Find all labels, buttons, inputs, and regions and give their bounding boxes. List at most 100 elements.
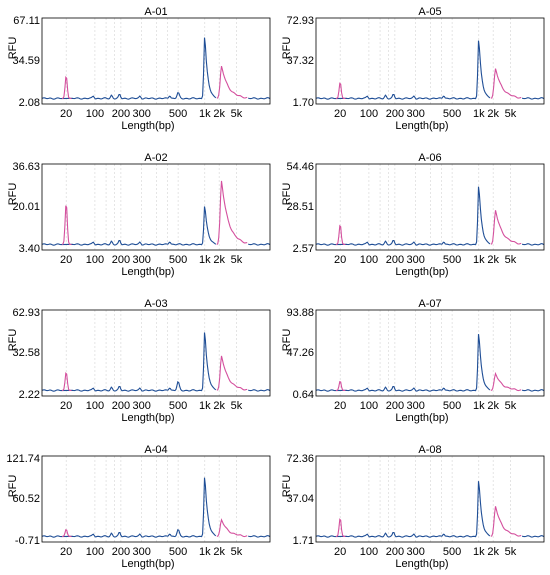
sample-trace-tail [521, 535, 545, 538]
y-axis-label: RFU [281, 329, 293, 352]
x-tick-label: 1k [199, 108, 211, 120]
x-tick-label: 500 [443, 254, 461, 266]
x-tick-label: 300 [132, 546, 150, 558]
x-tick-label: 5k [505, 254, 517, 266]
x-tick-label: 200 [112, 546, 130, 558]
chart-panel-a-07: A-07 RFU 93.88 47.26 0.64 20 100 200 300 500 1k 2k 5… [281, 298, 545, 424]
sample-trace-tail [521, 243, 545, 246]
y-tick-label: 47.26 [286, 347, 314, 359]
x-tick-label: 5k [231, 546, 243, 558]
x-tick-label: 100 [86, 546, 104, 558]
plot-frame [315, 455, 545, 543]
x-tick-label: 100 [360, 400, 378, 412]
lower-marker-peak [62, 529, 72, 537]
y-tick-label: 72.93 [286, 15, 314, 27]
x-tick-label: 300 [406, 108, 424, 120]
x-tick-label: 200 [112, 108, 130, 120]
y-tick-label: 2.08 [19, 97, 40, 109]
x-tick-label: 2k [487, 108, 499, 120]
chart-panel-a-03: A-03 RFU 62.93 32.58 2.22 20 100 200 300 500 1k 2k 5… [7, 298, 271, 424]
x-tick-label: 20 [60, 254, 72, 266]
sample-trace-tail [248, 243, 271, 246]
x-axis-label: Length(bp) [121, 266, 174, 278]
y-axis-label: RFU [281, 475, 293, 498]
y-tick-label: 67.11 [13, 15, 40, 27]
sample-trace [315, 481, 491, 538]
x-tick-label: 500 [443, 108, 461, 120]
plot-frame [41, 17, 271, 105]
x-tick-label: 5k [231, 108, 243, 120]
sample-trace-tail [521, 97, 545, 100]
panel-title: A-06 [418, 152, 441, 164]
x-tick-label: 2k [213, 546, 225, 558]
plot-frame [41, 309, 271, 397]
x-tick-label: 1k [473, 254, 485, 266]
y-tick-label: 37.32 [286, 55, 314, 67]
x-tick-label: 300 [406, 400, 424, 412]
y-axis-label: RFU [7, 475, 19, 498]
chart-panel-a-01: A-01 RFU 67.11 34.59 2.08 20 100 200 300 500 1k 2k 5… [7, 6, 271, 132]
x-tick-label: 100 [86, 400, 104, 412]
x-tick-label: 200 [386, 400, 404, 412]
x-tick-label: 200 [386, 254, 404, 266]
plot-frame [315, 309, 545, 397]
x-tick-label: 1k [199, 400, 211, 412]
chart-panel-a-02: A-02 RFU 36.63 20.01 3.40 20 100 200 300 500 1k 2k 5… [7, 152, 271, 278]
x-tick-label: 300 [132, 254, 150, 266]
y-tick-label: 34.59 [12, 55, 40, 67]
y-axis-label: RFU [7, 329, 19, 352]
x-tick-label: 300 [406, 546, 424, 558]
sample-trace-tail [248, 535, 271, 538]
y-tick-label: 121.74 [6, 453, 40, 465]
upper-marker-peak [490, 210, 522, 245]
lower-marker-peak [61, 371, 72, 391]
x-tick-label: 2k [213, 254, 225, 266]
upper-marker-peak [490, 506, 522, 537]
panel-title: A-01 [144, 6, 167, 18]
chart-panel-a-08: A-08 RFU 72.36 37.04 1.71 20 100 200 300 500 1k 2k 5… [281, 444, 545, 570]
x-tick-label: 2k [487, 254, 499, 266]
x-tick-label: 500 [443, 546, 461, 558]
x-tick-label: 1k [473, 108, 485, 120]
x-axis-label: Length(bp) [121, 558, 174, 570]
x-tick-label: 20 [60, 400, 72, 412]
x-tick-label: 500 [443, 400, 461, 412]
x-tick-label: 5k [505, 108, 517, 120]
x-tick-label: 100 [86, 254, 104, 266]
lower-marker-peak [61, 205, 72, 245]
x-tick-label: 20 [334, 400, 346, 412]
x-axis-label: Length(bp) [121, 120, 174, 132]
y-axis-label: RFU [7, 37, 19, 60]
lower-marker-peak [335, 224, 346, 245]
lower-marker-peak [335, 82, 346, 99]
panel-title: A-04 [144, 444, 167, 456]
y-tick-label: 93.88 [286, 307, 314, 319]
sample-trace [315, 186, 491, 246]
x-tick-label: 2k [487, 546, 499, 558]
y-axis-label: RFU [281, 183, 293, 206]
y-tick-label: 20.01 [12, 201, 40, 213]
sample-trace [315, 40, 491, 100]
plot-frame [41, 455, 271, 543]
upper-marker-peak [216, 65, 248, 99]
x-axis-label: Length(bp) [121, 412, 174, 424]
x-axis-label: Length(bp) [395, 266, 448, 278]
x-tick-label: 20 [334, 108, 346, 120]
x-axis-label: Length(bp) [395, 558, 448, 570]
y-tick-label: 60.52 [12, 493, 40, 505]
x-tick-label: 100 [360, 254, 378, 266]
sample-trace [41, 37, 217, 100]
sample-trace [41, 206, 217, 246]
x-tick-label: 20 [334, 546, 346, 558]
x-tick-label: 5k [231, 254, 243, 266]
x-tick-label: 500 [169, 400, 187, 412]
lower-marker-peak [335, 518, 346, 537]
x-tick-label: 20 [60, 546, 72, 558]
upper-marker-peak [490, 371, 522, 392]
chart-panel-a-06: A-06 RFU 54.46 28.51 2.57 20 100 200 300 500 1k 2k 5… [281, 152, 545, 278]
x-axis-label: Length(bp) [395, 120, 448, 132]
panel-title: A-05 [418, 6, 441, 18]
sample-trace-tail [521, 389, 545, 392]
x-tick-label: 2k [213, 400, 225, 412]
